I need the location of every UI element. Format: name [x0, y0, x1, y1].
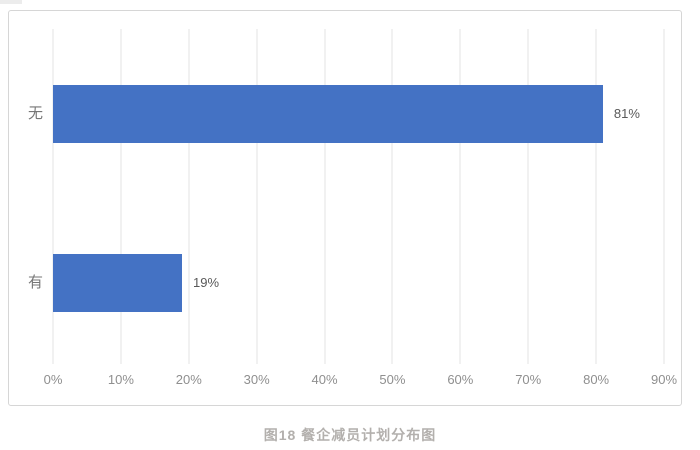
x-tick-label: 10%: [107, 372, 134, 387]
x-tick-label: 50%: [379, 372, 406, 387]
x-tick-label: 30%: [243, 372, 270, 387]
screenshot-artifact: [0, 0, 22, 4]
gridline: [120, 29, 122, 364]
category-label: 有: [27, 274, 43, 291]
gridline: [324, 29, 326, 364]
plot-area: 无 81% 有 19%: [28, 29, 665, 364]
gridline: [391, 29, 393, 364]
bar-row: 有 19%: [28, 254, 664, 312]
bar-2: [53, 254, 182, 312]
gridline: [459, 29, 461, 364]
x-tick-label: 20%: [175, 372, 202, 387]
x-tick-label: 80%: [583, 372, 610, 387]
chart-panel: 无 81% 有 19% 0% 10% 20% 30% 40% 50% 60% 70% 80% 90%: [8, 10, 682, 406]
x-tick-label: 90%: [650, 372, 678, 387]
x-axis: 0% 10% 20% 30% 40% 50% 60% 70% 80% 90%: [44, 372, 677, 390]
x-tick-label: 40%: [311, 372, 338, 387]
gridline: [595, 29, 597, 364]
gridline: [527, 29, 529, 364]
bar-1: [53, 85, 603, 143]
x-tick-label: 70%: [515, 372, 542, 387]
figure-caption: 图18 餐企减员计划分布图: [263, 427, 437, 443]
x-tick-label: 60%: [447, 372, 474, 387]
data-label: 19%: [192, 275, 220, 290]
bar-row: 无 81%: [28, 85, 664, 143]
data-label: 81%: [613, 106, 640, 121]
category-label: 无: [27, 105, 43, 122]
x-tick-label: 0%: [43, 372, 63, 387]
gridline: [188, 29, 190, 364]
gridline: [256, 29, 258, 364]
gridline: [663, 29, 665, 364]
gridline: [52, 29, 54, 364]
